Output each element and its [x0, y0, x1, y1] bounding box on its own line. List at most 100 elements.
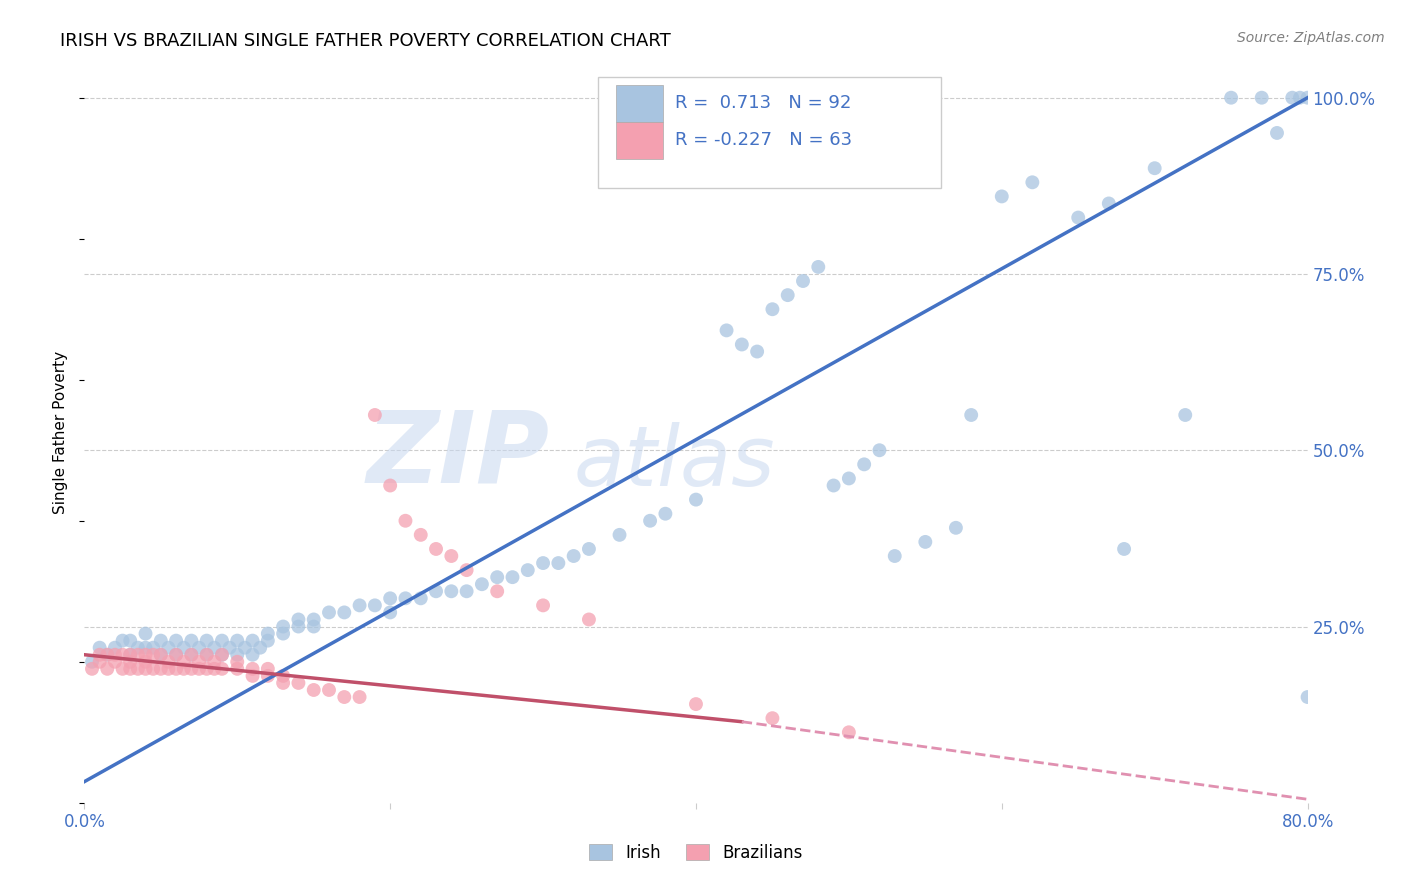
- Point: [747, 344, 769, 359]
- Point: [318, 606, 340, 620]
- Point: [135, 662, 157, 676]
- Point: [991, 189, 1014, 203]
- Point: [380, 606, 402, 620]
- Point: [1114, 541, 1136, 556]
- Point: [271, 676, 294, 690]
- Point: [111, 662, 134, 676]
- Point: [1289, 91, 1312, 105]
- Point: [776, 288, 799, 302]
- Point: [562, 549, 585, 563]
- Point: [173, 662, 195, 676]
- Point: [456, 584, 478, 599]
- Point: [211, 648, 233, 662]
- Point: [127, 640, 149, 655]
- Point: [456, 563, 478, 577]
- Point: [302, 683, 325, 698]
- Point: [211, 648, 233, 662]
- Point: [180, 633, 202, 648]
- Point: [195, 633, 218, 648]
- Point: [409, 528, 432, 542]
- Point: [195, 648, 218, 662]
- Point: [471, 577, 494, 591]
- Point: [394, 591, 416, 606]
- Point: [531, 599, 554, 613]
- Point: [89, 640, 111, 655]
- Point: [440, 549, 463, 563]
- Point: [1174, 408, 1197, 422]
- Point: [104, 648, 127, 662]
- Point: [120, 648, 142, 662]
- Point: [1220, 91, 1243, 105]
- Point: [111, 633, 134, 648]
- Point: [165, 633, 187, 648]
- Point: [188, 640, 211, 655]
- Point: [226, 655, 249, 669]
- FancyBboxPatch shape: [616, 85, 664, 121]
- Legend: Irish, Brazilians: Irish, Brazilians: [582, 838, 810, 869]
- Point: [333, 690, 356, 704]
- Point: [1067, 211, 1090, 225]
- Point: [761, 302, 783, 317]
- Point: [120, 648, 142, 662]
- Point: [486, 570, 509, 584]
- Text: atlas: atlas: [574, 422, 775, 503]
- Point: [165, 662, 187, 676]
- Point: [486, 584, 509, 599]
- Point: [111, 648, 134, 662]
- Point: [96, 648, 118, 662]
- Point: [349, 690, 371, 704]
- Point: [211, 633, 233, 648]
- Point: [349, 599, 371, 613]
- Point: [173, 655, 195, 669]
- Point: [578, 541, 600, 556]
- Point: [165, 648, 187, 662]
- Point: [257, 669, 280, 683]
- Point: [202, 640, 225, 655]
- Point: [218, 640, 240, 655]
- Point: [1143, 161, 1166, 176]
- Point: [409, 591, 432, 606]
- Point: [135, 655, 157, 669]
- Point: [149, 648, 172, 662]
- Point: [838, 725, 860, 739]
- Point: [1296, 91, 1319, 105]
- Point: [195, 662, 218, 676]
- Point: [127, 662, 149, 676]
- Point: [380, 478, 402, 492]
- Point: [609, 528, 631, 542]
- Point: [142, 648, 165, 662]
- Point: [135, 648, 157, 662]
- Point: [180, 648, 202, 662]
- Point: [233, 640, 256, 655]
- Point: [180, 662, 202, 676]
- Point: [271, 669, 294, 683]
- Point: [869, 443, 891, 458]
- Point: [1250, 91, 1272, 105]
- Point: [242, 648, 264, 662]
- Point: [271, 619, 294, 633]
- Point: [731, 337, 754, 351]
- Point: [257, 626, 280, 640]
- Point: [242, 669, 264, 683]
- Y-axis label: Single Father Poverty: Single Father Poverty: [53, 351, 69, 514]
- Point: [1265, 126, 1288, 140]
- Point: [853, 458, 876, 472]
- Point: [135, 640, 157, 655]
- Text: IRISH VS BRAZILIAN SINGLE FATHER POVERTY CORRELATION CHART: IRISH VS BRAZILIAN SINGLE FATHER POVERTY…: [60, 32, 671, 50]
- Point: [80, 662, 103, 676]
- Point: [211, 662, 233, 676]
- Point: [157, 655, 180, 669]
- Point: [157, 640, 180, 655]
- Point: [792, 274, 814, 288]
- Point: [807, 260, 830, 274]
- Point: [202, 662, 225, 676]
- Point: [242, 633, 264, 648]
- Point: [173, 640, 195, 655]
- Point: [1021, 175, 1043, 189]
- Point: [104, 640, 127, 655]
- Point: [380, 591, 402, 606]
- Point: [188, 662, 211, 676]
- Point: [142, 662, 165, 676]
- Point: [823, 478, 845, 492]
- Point: [242, 662, 264, 676]
